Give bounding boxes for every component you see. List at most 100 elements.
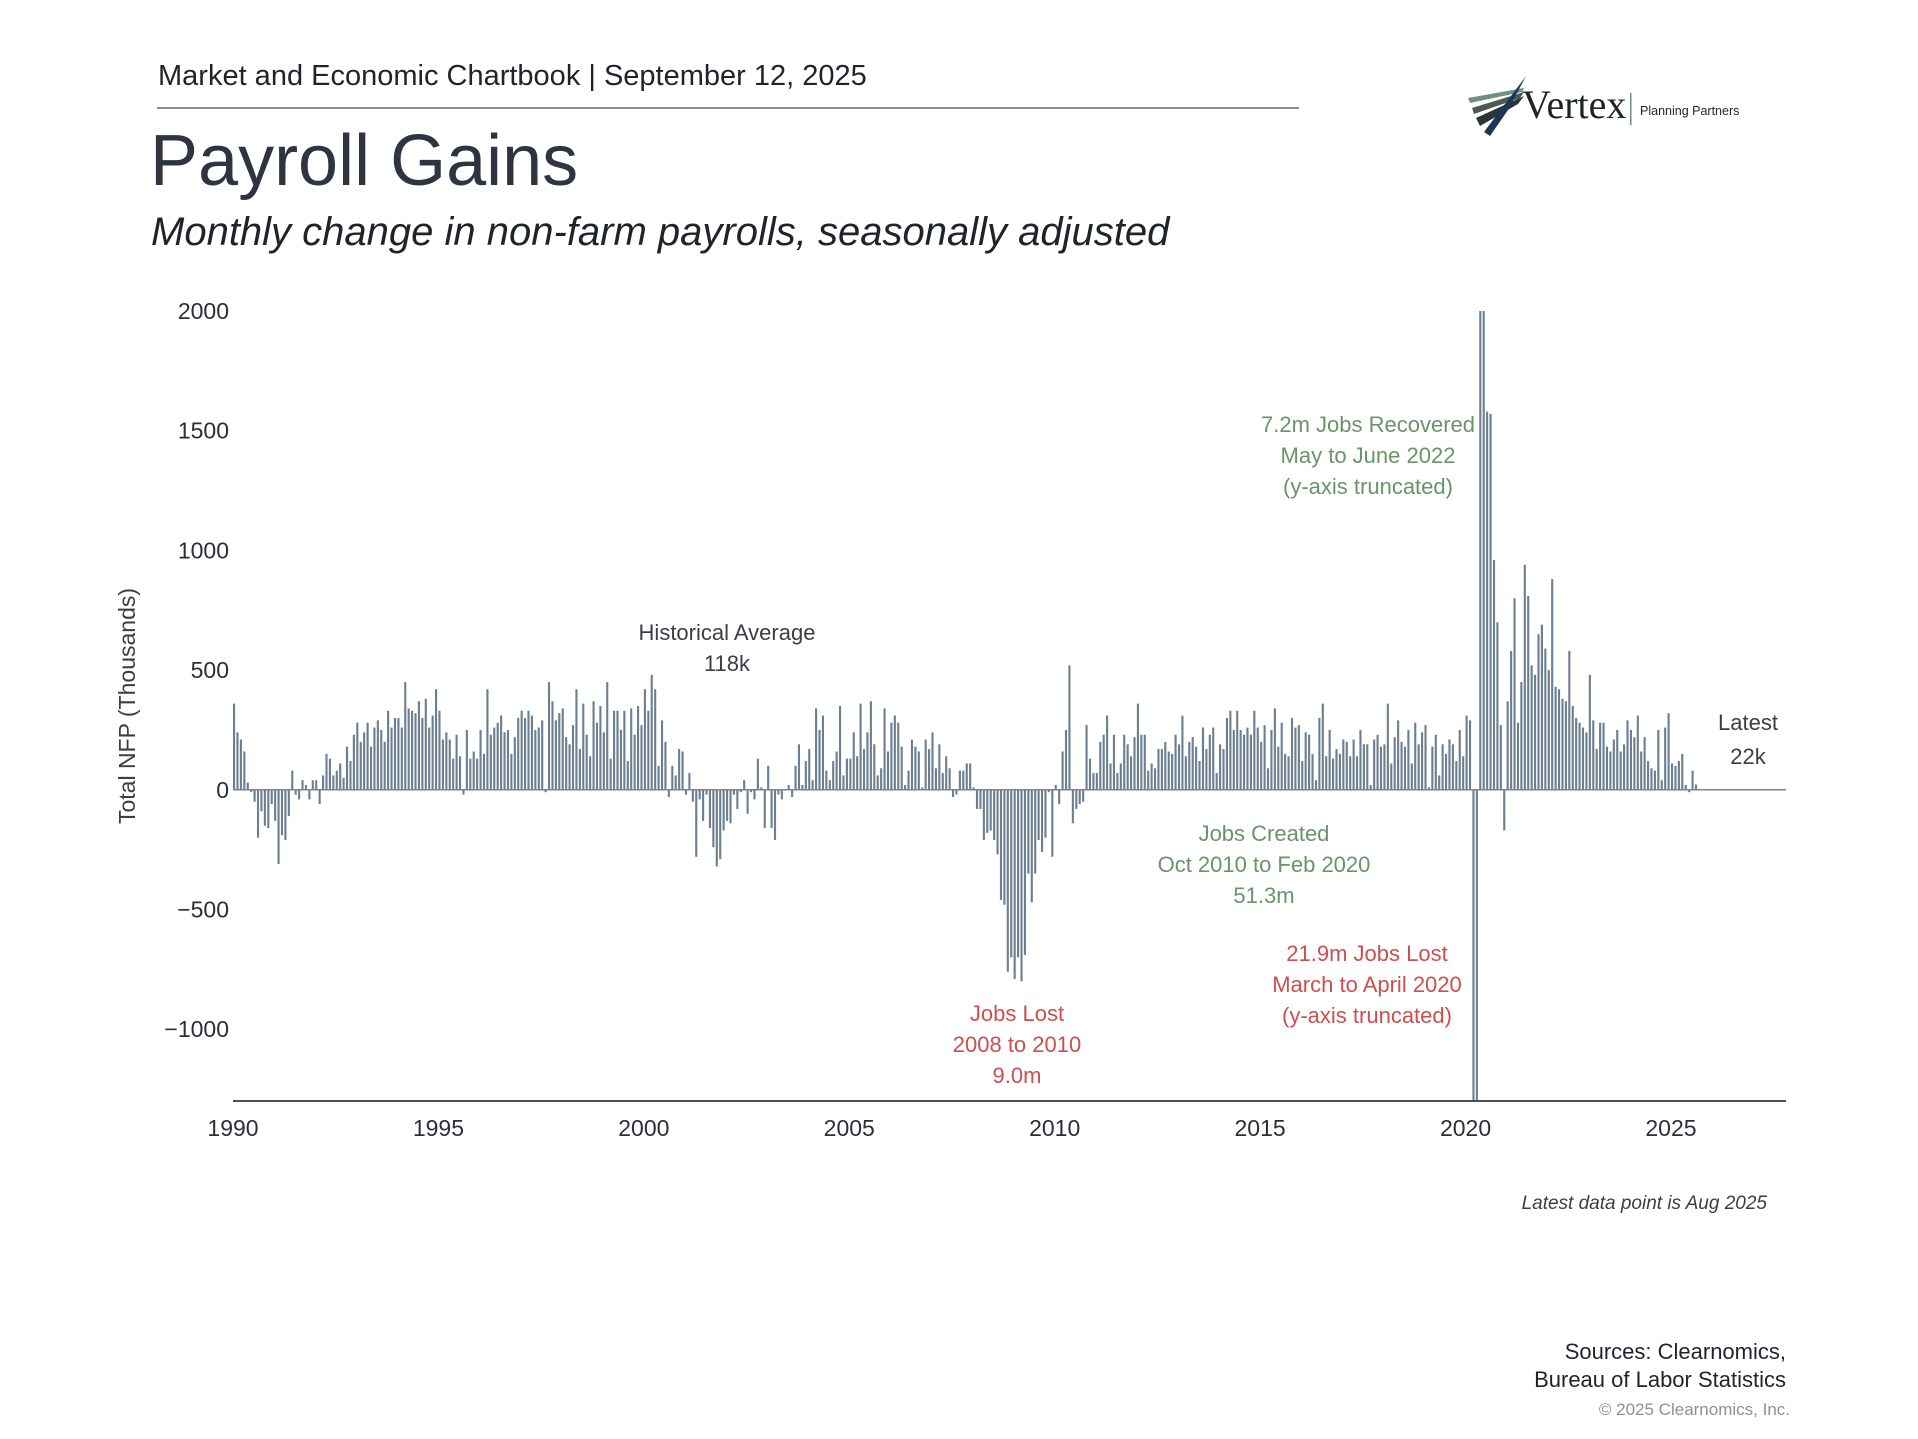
bar bbox=[537, 727, 540, 790]
annotation-line: 2008 to 2010 bbox=[953, 1032, 1081, 1057]
bar bbox=[414, 713, 417, 790]
bar bbox=[308, 789, 311, 800]
bar bbox=[1164, 741, 1167, 790]
bar bbox=[1585, 732, 1588, 790]
bar bbox=[845, 758, 848, 790]
bar bbox=[1629, 729, 1632, 790]
bar bbox=[304, 785, 308, 790]
bar bbox=[1246, 727, 1249, 790]
bar bbox=[530, 715, 533, 790]
x-tick-label: 1990 bbox=[207, 1115, 258, 1141]
bar bbox=[479, 729, 482, 790]
bar bbox=[924, 739, 927, 790]
bar bbox=[1403, 746, 1407, 790]
bar bbox=[893, 715, 896, 790]
bar bbox=[609, 758, 612, 790]
bar bbox=[1414, 722, 1417, 790]
bar bbox=[1633, 737, 1636, 790]
bar bbox=[1308, 734, 1311, 790]
bar bbox=[1592, 720, 1595, 790]
bar bbox=[1657, 729, 1660, 790]
bar bbox=[551, 701, 554, 790]
page-subtitle: Monthly change in non-farm payrolls, sea… bbox=[151, 210, 1170, 254]
bar bbox=[719, 789, 722, 860]
annotation-line: 21.9m Jobs Lost bbox=[1286, 941, 1447, 966]
annotation-line: Historical Average bbox=[639, 620, 816, 645]
bar bbox=[1650, 768, 1653, 790]
bar bbox=[236, 732, 239, 790]
bar bbox=[1160, 749, 1163, 790]
bar bbox=[681, 751, 684, 790]
annotation-line: Jobs Created bbox=[1199, 821, 1330, 846]
bar bbox=[613, 710, 616, 790]
bar bbox=[1462, 756, 1465, 790]
bar bbox=[928, 749, 931, 790]
bar bbox=[1229, 710, 1232, 790]
bar bbox=[1130, 756, 1133, 790]
bar bbox=[1037, 789, 1040, 841]
annotation-line: May to June 2022 bbox=[1281, 443, 1456, 468]
bar bbox=[702, 789, 705, 821]
bar bbox=[404, 682, 407, 790]
bar bbox=[1116, 773, 1119, 790]
bar bbox=[1667, 713, 1670, 790]
bar bbox=[493, 727, 496, 790]
vertex-logo: Vertex Planning Partners bbox=[1468, 76, 1739, 136]
bar bbox=[352, 734, 355, 790]
bar bbox=[739, 789, 742, 793]
bar bbox=[1345, 741, 1348, 790]
logo-stripe bbox=[1484, 76, 1526, 136]
bar bbox=[1619, 751, 1622, 790]
bar bbox=[880, 768, 883, 790]
bar bbox=[726, 789, 729, 821]
bar bbox=[1438, 775, 1441, 790]
bar bbox=[773, 789, 777, 841]
bar bbox=[1623, 744, 1626, 790]
bar bbox=[1564, 701, 1567, 790]
bar bbox=[243, 751, 246, 790]
annotation-line: Oct 2010 to Feb 2020 bbox=[1158, 852, 1371, 877]
bar bbox=[547, 682, 551, 790]
sources-line: Sources: Clearnomics, bbox=[1564, 1339, 1786, 1364]
bar bbox=[1092, 773, 1095, 790]
bar bbox=[1051, 789, 1054, 857]
bar bbox=[869, 701, 872, 790]
bar bbox=[647, 710, 650, 790]
bar bbox=[448, 739, 451, 790]
bar bbox=[1379, 746, 1383, 790]
bar bbox=[1352, 739, 1355, 790]
bar bbox=[510, 753, 513, 790]
bar bbox=[1332, 758, 1335, 790]
bar bbox=[1167, 751, 1170, 790]
bar bbox=[541, 720, 544, 790]
bar bbox=[233, 703, 236, 790]
bar bbox=[1554, 686, 1557, 790]
bar bbox=[458, 756, 462, 790]
bar bbox=[287, 789, 290, 817]
bar bbox=[657, 765, 660, 790]
bar bbox=[1010, 789, 1013, 958]
bar bbox=[1314, 780, 1318, 790]
bar bbox=[301, 780, 304, 790]
bar bbox=[1458, 729, 1461, 790]
bar bbox=[1304, 732, 1307, 790]
bar bbox=[465, 729, 468, 790]
bar bbox=[654, 689, 657, 790]
x-tick-label: 2020 bbox=[1440, 1115, 1491, 1141]
bar bbox=[1626, 720, 1629, 790]
bar bbox=[678, 749, 681, 790]
bar bbox=[486, 689, 489, 790]
annotation: Historical Average 118k bbox=[639, 620, 816, 676]
bar bbox=[1670, 763, 1674, 790]
bar bbox=[1290, 717, 1294, 790]
bar bbox=[1383, 744, 1386, 790]
bar bbox=[534, 729, 537, 790]
bar bbox=[417, 701, 420, 790]
bar bbox=[1219, 744, 1222, 790]
bar bbox=[883, 708, 886, 790]
bar bbox=[1249, 734, 1252, 790]
bar bbox=[1448, 739, 1451, 790]
x-tick-label: 2010 bbox=[1029, 1115, 1080, 1141]
bar bbox=[441, 739, 444, 790]
